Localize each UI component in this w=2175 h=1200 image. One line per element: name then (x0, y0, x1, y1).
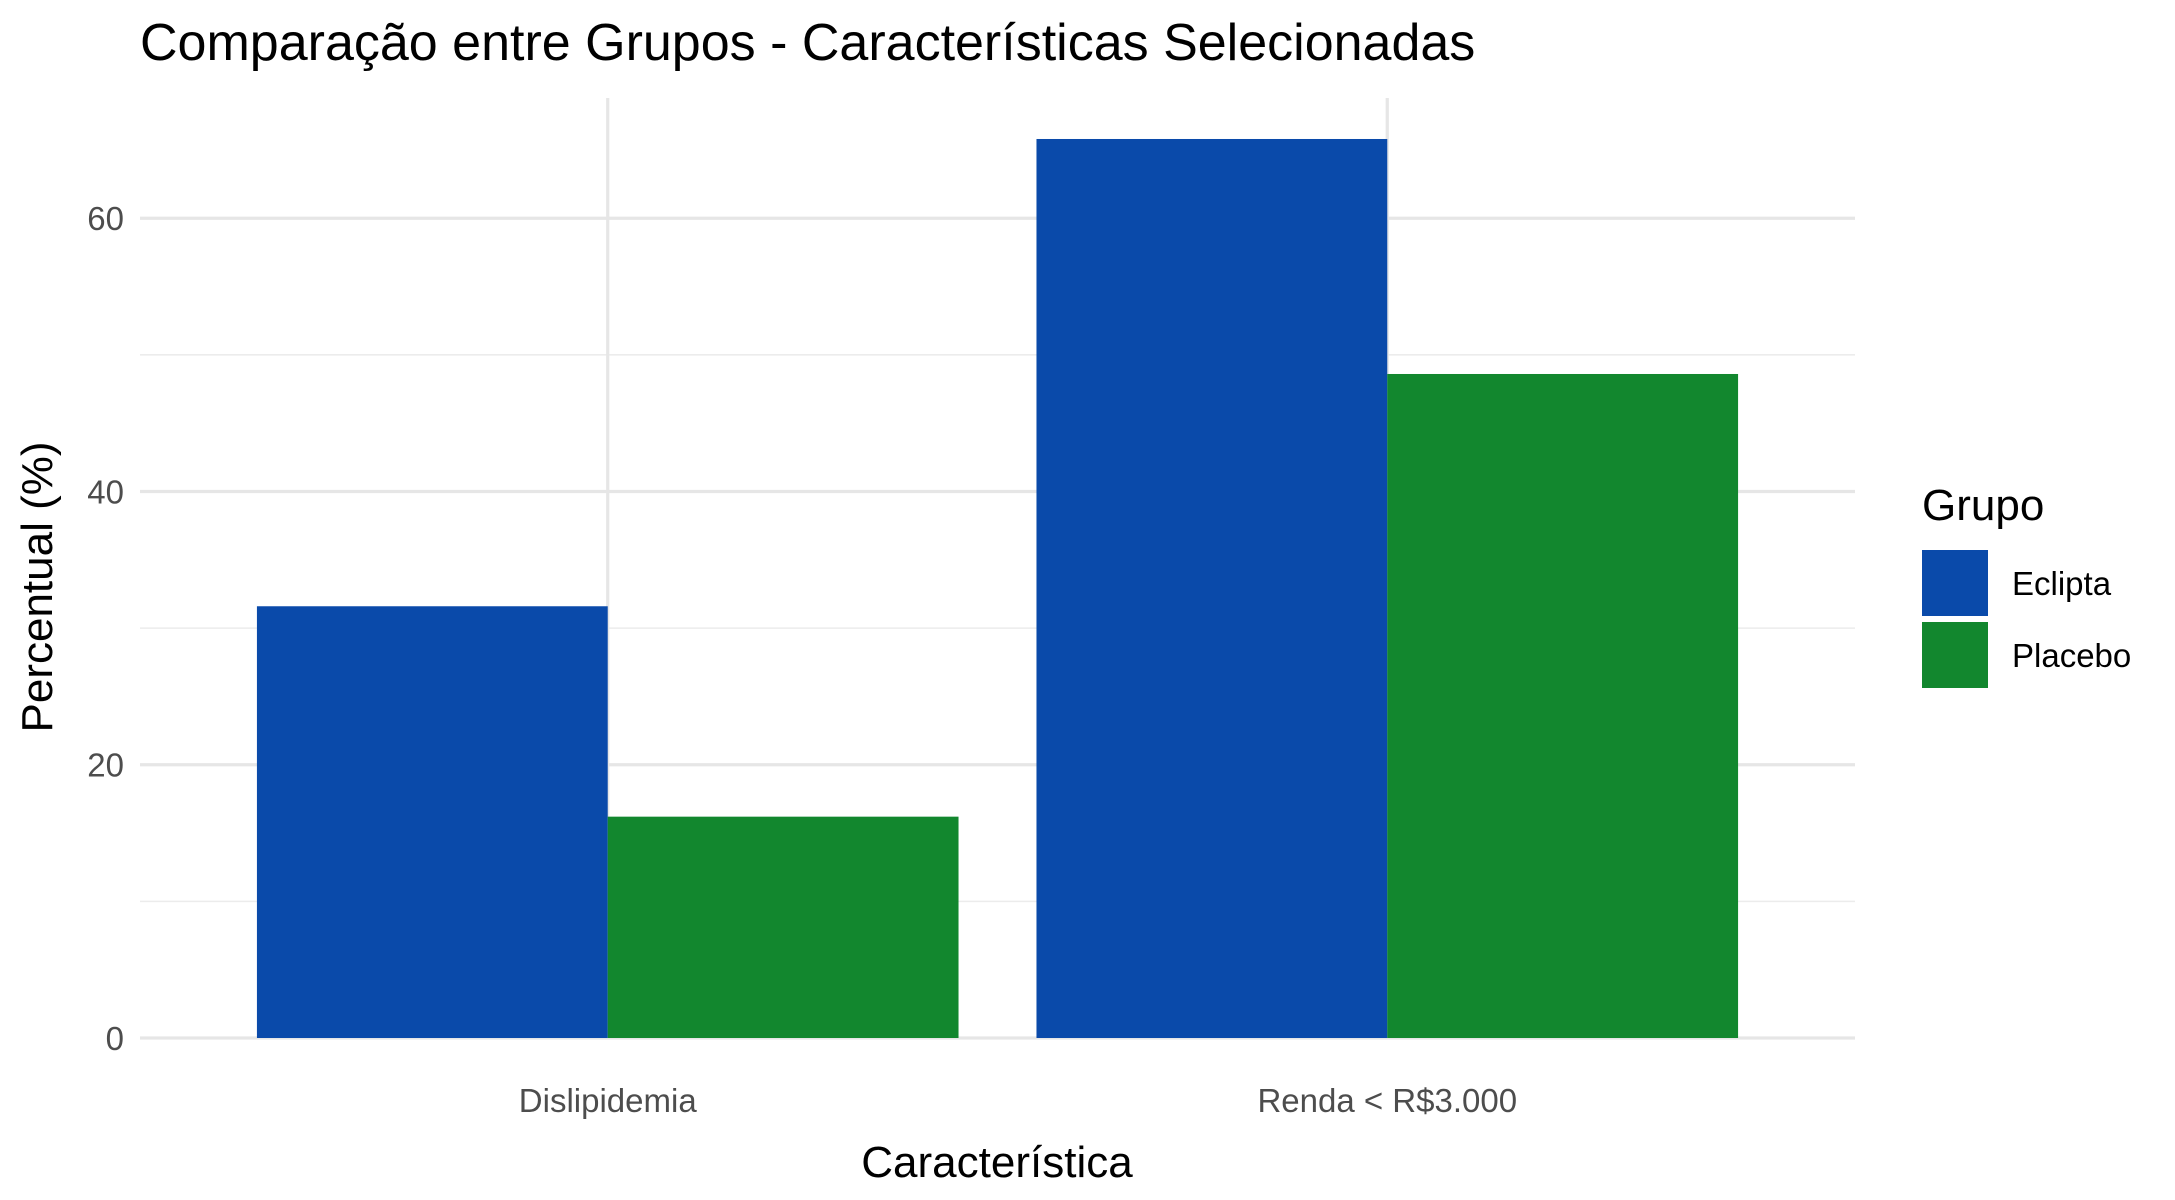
legend-label: Eclipta (2012, 565, 2112, 602)
x-axis-ticks: Dislipidemia Renda < R$3.000 (519, 1082, 1517, 1119)
bar (1036, 138, 1388, 1038)
y-tick-label: 0 (106, 1020, 124, 1057)
x-tick-label: Renda < R$3.000 (1257, 1082, 1517, 1119)
y-tick-label: 40 (87, 473, 124, 510)
legend-title: Grupo (1922, 481, 2044, 530)
y-axis-ticks: 0 20 40 60 (87, 200, 124, 1057)
y-tick-label: 60 (87, 200, 124, 237)
legend-label: Placebo (2012, 637, 2131, 674)
bar (607, 816, 959, 1038)
chart-title: Comparação entre Grupos - Característica… (140, 14, 1475, 72)
bar (256, 606, 608, 1038)
bar (1387, 373, 1739, 1038)
legend-key (1922, 622, 1988, 688)
bars (256, 138, 1739, 1038)
legend-key (1922, 550, 1988, 616)
y-axis-title: Percentual (%) (13, 441, 62, 732)
x-tick-label: Dislipidemia (519, 1082, 698, 1119)
y-tick-label: 20 (87, 747, 124, 784)
x-axis-title: Característica (861, 1138, 1133, 1187)
legend: Grupo Eclipta Placebo (1922, 481, 2131, 688)
